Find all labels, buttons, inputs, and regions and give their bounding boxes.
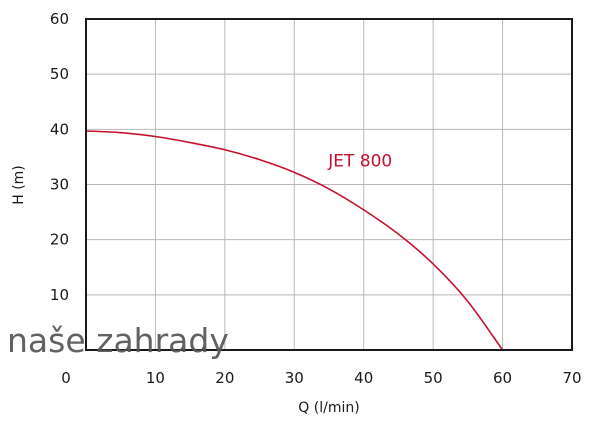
x-tick-label: 20 [215, 369, 234, 387]
series-label: JET 800 [327, 151, 392, 171]
x-tick-label: 60 [493, 369, 512, 387]
x-tick-label: 40 [354, 369, 373, 387]
x-tick-labels: 0 10 20 30 40 50 60 70 [61, 369, 581, 387]
x-axis-label: Q (l/min) [298, 400, 359, 416]
x-tick-label: 50 [424, 369, 443, 387]
plot-frame [85, 18, 573, 351]
y-axis-label: H (m) [11, 165, 27, 205]
y-tick-label: 60 [50, 10, 69, 28]
y-tick-label: 20 [50, 231, 69, 249]
y-tick-label: 50 [50, 65, 69, 83]
y-tick-labels: 10 20 30 40 50 60 [50, 10, 69, 304]
x-tick-label: 10 [146, 369, 165, 387]
grid [86, 19, 572, 350]
y-tick-label: 30 [50, 176, 69, 194]
y-tick-label: 10 [50, 286, 69, 304]
watermark-logo: naše zahrady [7, 321, 229, 360]
x-tick-label: 30 [285, 369, 304, 387]
x-tick-label: 70 [562, 369, 581, 387]
x-tick-label: 0 [61, 369, 71, 387]
series-group [85, 130, 504, 351]
series-line-jet-800 [85, 130, 504, 351]
y-tick-label: 40 [50, 120, 69, 138]
